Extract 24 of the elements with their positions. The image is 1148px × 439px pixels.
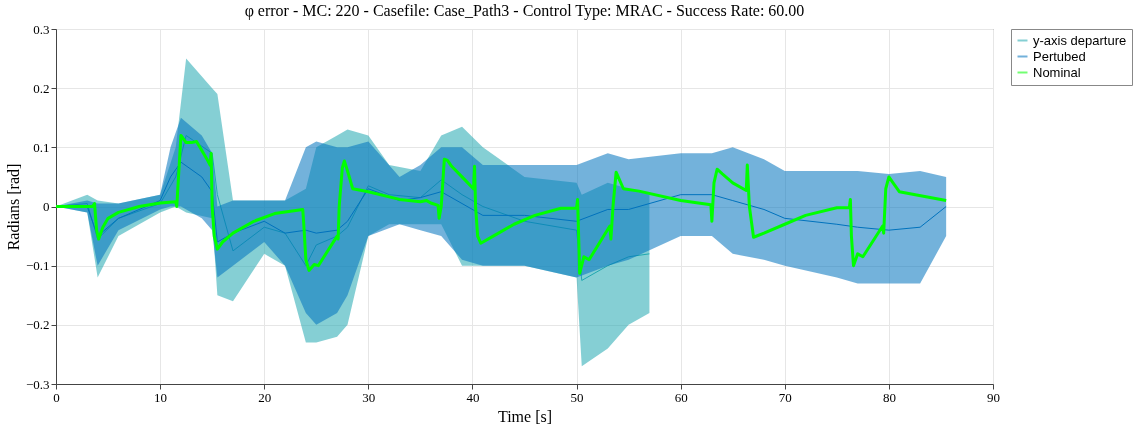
y-tick-label: −0.1 xyxy=(25,258,50,274)
legend-label: Nominal xyxy=(1033,64,1081,80)
y-tick-label: 0 xyxy=(43,199,50,214)
y-tick-label: 0.1 xyxy=(33,139,50,155)
x-tick-label: 60 xyxy=(674,389,688,405)
y-tick-label: 0.3 xyxy=(33,21,50,37)
chart-title: φ error - MC: 220 - Casefile: Case_Path3 - Control Type: MRAC - Success Rate: 60.00 xyxy=(244,2,805,20)
line-series xyxy=(54,134,948,275)
x-tick-label: 0 xyxy=(53,389,60,405)
x-tick-label: 50 xyxy=(570,389,584,405)
x-axis-title: Time [s] xyxy=(497,407,553,425)
x-tick-label: 70 xyxy=(778,389,792,405)
x-tick-label: 90 xyxy=(987,389,1000,405)
x-tick-label: 40 xyxy=(466,389,480,405)
x-tick-label: 10 xyxy=(154,389,168,405)
y-tick-label: −0.2 xyxy=(25,317,50,333)
legend-label: y-axis departure xyxy=(1033,32,1127,48)
y-axis-title: Radians [rad] xyxy=(4,163,22,251)
legend-label: Pertubed xyxy=(1033,48,1086,64)
x-tick-label: 20 xyxy=(258,389,272,405)
y-tick-label: 0.2 xyxy=(33,80,50,96)
x-tick-label: 80 xyxy=(882,389,896,405)
x-tick-label: 30 xyxy=(362,389,376,405)
y-tick-label: −0.3 xyxy=(25,376,50,392)
